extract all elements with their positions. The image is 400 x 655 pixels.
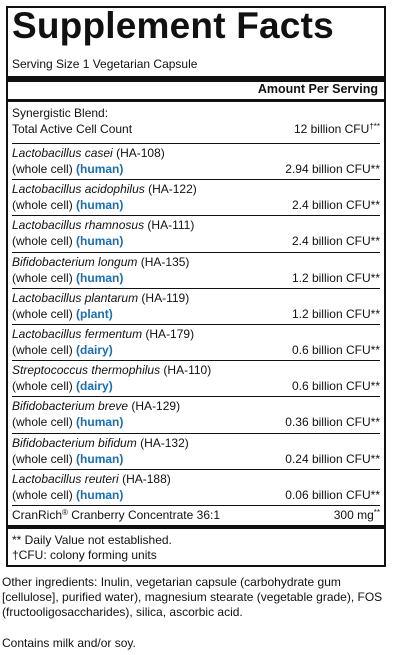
ingredient-amount: 2.4 billion CFU** (291, 198, 380, 213)
blend-total-label: Total Active Cell Count (12, 122, 133, 136)
ingredient-species: Bifidobacterium breve (12, 399, 129, 414)
ingredient-name: Lactobacillus plantarum (HA-119) (12, 291, 189, 305)
ingredient-species: Bifidobacterium bifidum (12, 435, 137, 450)
ingredient-name: Lactobacillus reuteri (HA-188) (12, 472, 171, 486)
ingredient-species: Bifidobacterium longum (12, 254, 138, 269)
ingredient-name: Bifidobacterium bifidum (HA-132) (12, 436, 189, 450)
ingredient-amount: 0.36 billion CFU** (285, 415, 380, 430)
row-divider (12, 143, 380, 144)
ingredient-source: (whole cell) (dairy) (12, 379, 113, 393)
ingredient-source: (whole cell) (dairy) (12, 343, 113, 357)
ingredient-amount: 1.2 billion CFU** (291, 270, 380, 285)
source-tag: (human) (76, 270, 124, 285)
source-tag: (dairy) (76, 379, 113, 394)
ingredient-amount: 0.06 billion CFU** (285, 487, 380, 502)
source-tag: (human) (76, 451, 124, 466)
whole-cell-label: (whole cell) (12, 198, 77, 213)
source-tag: (dairy) (76, 343, 113, 357)
ingredient-name: Lactobacillus casei (HA-108) (12, 146, 165, 160)
ingredient-source: (whole cell) (human) (12, 234, 123, 248)
ingredient-name: Streptococcus thermophilus (HA-110) (12, 363, 211, 377)
panel-title: Supplement Facts (12, 5, 334, 46)
ingredient-species: Lactobacillus acidophilus (12, 182, 145, 197)
source-tag: (human) (76, 162, 124, 176)
ingredient-strain: (HA-119) (138, 290, 190, 305)
ingredient-strain: (HA-188) (118, 471, 171, 486)
ingredient-name: Lactobacillus fermentum (HA-179) (12, 327, 194, 341)
ingredient-name: Bifidobacterium breve (HA-129) (12, 399, 180, 413)
ingredient-species: Streptococcus thermophilus (12, 363, 161, 378)
ingredient-strain: (HA-108) (112, 146, 165, 160)
supplement-facts-panel: Supplement Facts Serving Size 1 Vegetari… (6, 5, 386, 567)
whole-cell-label: (whole cell) (12, 343, 77, 357)
row-divider (12, 287, 380, 289)
ingredient-strain: (HA-122) (144, 182, 197, 197)
ingredient-amount: 2.4 billion CFU** (291, 234, 380, 249)
thick-divider (8, 76, 384, 82)
source-tag: (human) (76, 415, 124, 430)
whole-cell-label: (whole cell) (12, 162, 77, 176)
ingredient-amount: 0.24 billion CFU** (285, 451, 380, 466)
ingredient-strain: (HA-110) (160, 363, 212, 378)
cranrich-label: CranRich® Cranberry Concentrate 36:1 (12, 508, 221, 522)
ingredient-source: (whole cell) (human) (12, 415, 123, 429)
row-divider (12, 432, 380, 434)
ingredient-species: Lactobacillus reuteri (12, 471, 119, 486)
serving-size: Serving Size 1 Vegetarian Capsule (12, 57, 198, 71)
allergen-statement: Contains milk and/or soy. (2, 636, 136, 650)
ingredient-amount: 1.2 billion CFU** (291, 306, 380, 321)
ingredient-source: (whole cell) (human) (12, 271, 123, 285)
ingredient-strain: (HA-135) (137, 254, 190, 269)
whole-cell-label: (whole cell) (12, 379, 77, 394)
footnote-cfu: †CFU: colony forming units (12, 548, 157, 562)
ingredient-name: Bifidobacterium longum (HA-135) (12, 255, 189, 269)
ingredient-strain: (HA-179) (142, 327, 195, 341)
ingredient-source: (whole cell) (human) (12, 162, 123, 176)
ingredient-source: (whole cell) (human) (12, 488, 123, 502)
whole-cell-label: (whole cell) (12, 415, 77, 430)
row-divider (12, 215, 380, 217)
thick-divider-bottom (8, 525, 384, 529)
whole-cell-label: (whole cell) (12, 306, 77, 321)
source-tag: (plant) (76, 306, 113, 321)
ingredient-source: (whole cell) (human) (12, 198, 123, 212)
blend-total-amount: 12 billion CFU†** (293, 122, 380, 136)
ingredient-species: Lactobacillus rhamnosus (12, 218, 145, 233)
blend-name: Synergistic Blend: (12, 106, 109, 120)
ingredient-strain: (HA-129) (128, 399, 181, 414)
ingredient-species: Lactobacillus plantarum (12, 290, 139, 305)
ingredient-source: (whole cell) (plant) (12, 307, 113, 321)
header-divider (8, 99, 384, 102)
row-divider (12, 468, 380, 470)
row-divider (12, 505, 380, 506)
ingredient-strain: (HA-132) (136, 435, 189, 450)
whole-cell-label: (whole cell) (12, 451, 77, 466)
ingredient-amount: 0.6 billion CFU** (291, 379, 380, 394)
source-tag: (human) (76, 487, 124, 502)
row-divider (12, 179, 380, 181)
row-divider (12, 396, 380, 398)
whole-cell-label: (whole cell) (12, 234, 77, 249)
row-divider (12, 324, 380, 325)
ingredient-species: Lactobacillus fermentum (12, 327, 143, 341)
ingredient-name: Lactobacillus acidophilus (HA-122) (12, 182, 197, 196)
whole-cell-label: (whole cell) (12, 487, 77, 502)
ingredient-species: Lactobacillus casei (12, 146, 113, 160)
ingredient-strain: (HA-111) (144, 218, 195, 233)
ingredient-amount: 0.6 billion CFU** (291, 343, 380, 357)
row-divider (12, 251, 380, 253)
footnote-daily-value: ** Daily Value not established. (12, 533, 172, 547)
amount-per-serving-header: Amount Per Serving (257, 82, 378, 96)
source-tag: (human) (76, 234, 124, 249)
whole-cell-label: (whole cell) (12, 270, 77, 285)
source-tag: (human) (76, 198, 124, 213)
other-ingredients: Other ingredients: Inulin, vegetarian ca… (2, 575, 383, 619)
cranrich-amount: 300 mg** (333, 508, 380, 522)
row-divider (12, 360, 380, 362)
ingredient-amount: 2.94 billion CFU** (285, 162, 380, 176)
ingredient-name: Lactobacillus rhamnosus (HA-111) (12, 218, 194, 232)
ingredient-source: (whole cell) (human) (12, 452, 123, 466)
